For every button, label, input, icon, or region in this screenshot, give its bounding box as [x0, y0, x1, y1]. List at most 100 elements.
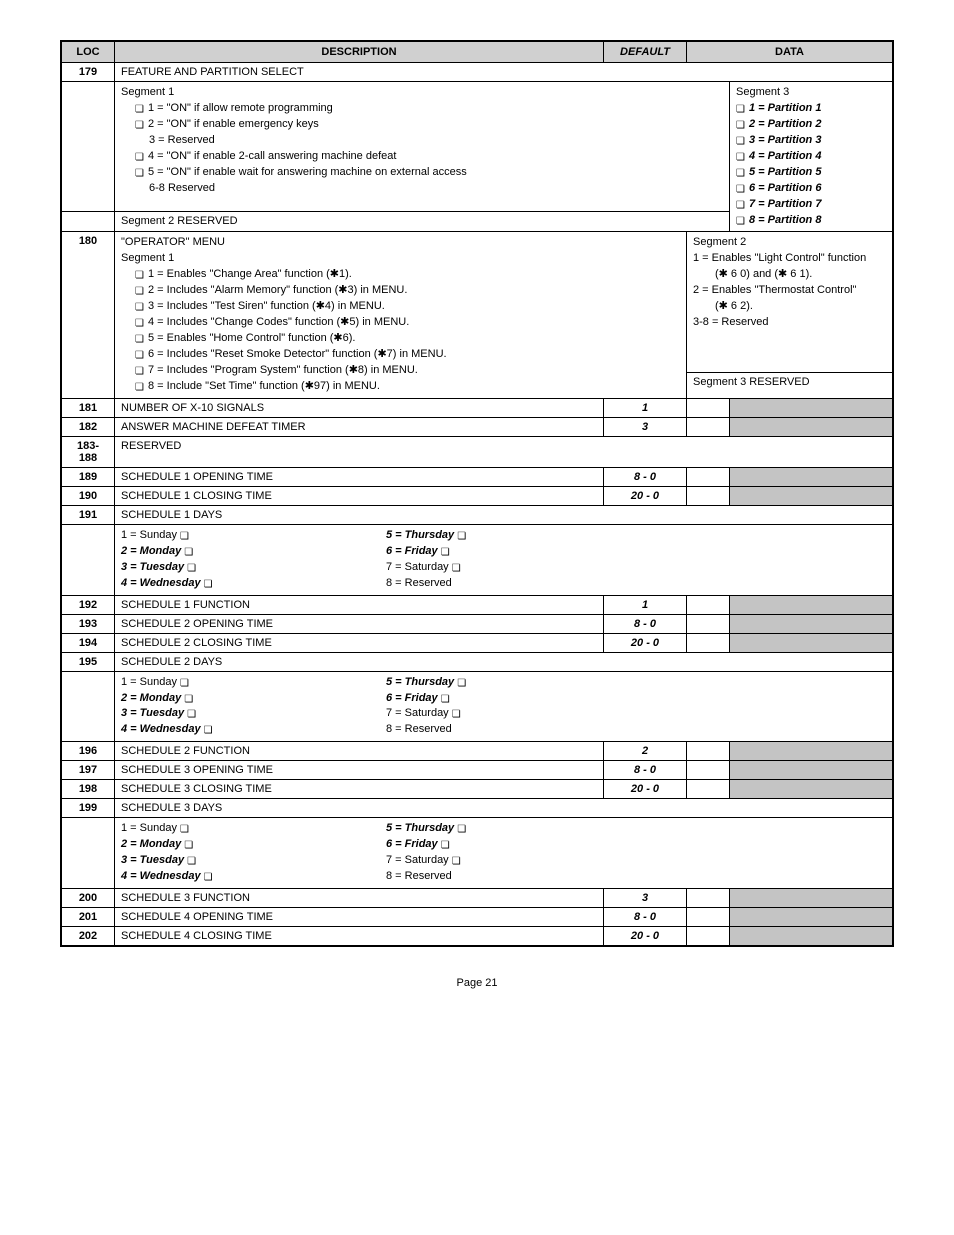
loc-200: 200	[61, 889, 115, 908]
default-201: 8 - 0	[604, 908, 687, 927]
hatched-cell	[730, 780, 894, 799]
loc-201: 201	[61, 908, 115, 927]
checkbox-icon	[736, 214, 745, 223]
loc-183-188: 183-188	[61, 436, 115, 467]
hatched-cell	[730, 417, 894, 436]
checkbox-icon	[457, 822, 466, 831]
desc-183-188: RESERVED	[115, 436, 894, 467]
checkbox-icon	[135, 380, 144, 389]
hatched-cell	[730, 761, 894, 780]
hatched-cell	[730, 614, 894, 633]
desc-202: SCHEDULE 4 CLOSING TIME	[115, 927, 604, 947]
seg2-180: Segment 2 1 = Enables "Light Control" fu…	[687, 232, 894, 372]
desc-191: SCHEDULE 1 DAYS	[115, 505, 894, 524]
checkbox-icon	[736, 118, 745, 127]
checkbox-icon	[204, 870, 213, 879]
checkbox-icon	[135, 284, 144, 293]
hatched-cell	[730, 927, 894, 947]
desc-194: SCHEDULE 2 CLOSING TIME	[115, 633, 604, 652]
checkbox-icon	[135, 348, 144, 357]
desc-200: SCHEDULE 3 FUNCTION	[115, 889, 604, 908]
seg1-180: "OPERATOR" MENU Segment 1 1 = Enables "C…	[115, 232, 687, 398]
default-198: 20 - 0	[604, 780, 687, 799]
default-194: 20 - 0	[604, 633, 687, 652]
checkbox-icon	[736, 166, 745, 175]
hatched-cell	[730, 595, 894, 614]
header-desc: DESCRIPTION	[115, 41, 604, 63]
desc-179-title: FEATURE AND PARTITION SELECT	[115, 63, 894, 82]
checkbox-icon	[204, 723, 213, 732]
checkbox-icon	[135, 316, 144, 325]
loc-192: 192	[61, 595, 115, 614]
header-loc: LOC	[61, 41, 115, 63]
loc-189: 189	[61, 467, 115, 486]
checkbox-icon	[736, 134, 745, 143]
seg2-label: Segment 2	[693, 235, 886, 251]
default-190: 20 - 0	[604, 486, 687, 505]
checkbox-icon	[135, 102, 144, 111]
desc-192: SCHEDULE 1 FUNCTION	[115, 595, 604, 614]
default-182: 3	[604, 417, 687, 436]
desc-196: SCHEDULE 2 FUNCTION	[115, 742, 604, 761]
checkbox-icon	[457, 529, 466, 538]
checkbox-icon	[135, 166, 144, 175]
default-181: 1	[604, 398, 687, 417]
loc-197: 197	[61, 761, 115, 780]
checkbox-icon	[135, 364, 144, 373]
loc-196: 196	[61, 742, 115, 761]
days-block-3: 1 = Sunday 2 = Monday 3 = Tuesday 4 = We…	[115, 818, 894, 889]
desc-180-title: "OPERATOR" MENU	[121, 235, 680, 251]
checkbox-icon	[736, 102, 745, 111]
header-default: DEFAULT	[604, 41, 687, 63]
loc-182: 182	[61, 417, 115, 436]
hatched-cell	[730, 742, 894, 761]
desc-189: SCHEDULE 1 OPENING TIME	[115, 467, 604, 486]
default-193: 8 - 0	[604, 614, 687, 633]
desc-195: SCHEDULE 2 DAYS	[115, 652, 894, 671]
days-block-1: 1 = Sunday 2 = Monday 3 = Tuesday 4 = We…	[115, 524, 894, 595]
seg1-label: Segment 1	[121, 85, 723, 101]
checkbox-icon	[736, 182, 745, 191]
header-data: DATA	[687, 41, 894, 63]
loc-180: 180	[61, 232, 115, 398]
loc-202: 202	[61, 927, 115, 947]
default-196: 2	[604, 742, 687, 761]
checkbox-icon	[135, 268, 144, 277]
desc-193: SCHEDULE 2 OPENING TIME	[115, 614, 604, 633]
seg2-179: Segment 2 RESERVED	[115, 211, 730, 232]
checkbox-icon	[187, 707, 196, 716]
checkbox-icon	[184, 692, 193, 701]
hatched-cell	[730, 398, 894, 417]
loc-195: 195	[61, 652, 115, 671]
seg1-179: Segment 1 1 = "ON" if allow remote progr…	[115, 82, 730, 212]
checkbox-icon	[135, 300, 144, 309]
checkbox-icon	[441, 838, 450, 847]
checkbox-icon	[736, 198, 745, 207]
seg3-180: Segment 3 RESERVED	[687, 372, 894, 398]
checkbox-icon	[187, 561, 196, 570]
loc-193: 193	[61, 614, 115, 633]
seg3-label: Segment 3	[736, 85, 886, 101]
loc-198: 198	[61, 780, 115, 799]
checkbox-icon	[184, 838, 193, 847]
checkbox-icon	[441, 692, 450, 701]
checkbox-icon	[187, 854, 196, 863]
programming-table: LOC DESCRIPTION DEFAULT DATA 179 FEATURE…	[60, 40, 894, 947]
checkbox-icon	[441, 545, 450, 554]
default-200: 3	[604, 889, 687, 908]
checkbox-icon	[452, 707, 461, 716]
hatched-cell	[730, 486, 894, 505]
checkbox-icon	[135, 118, 144, 127]
desc-190: SCHEDULE 1 CLOSING TIME	[115, 486, 604, 505]
hatched-cell	[730, 908, 894, 927]
checkbox-icon	[204, 577, 213, 586]
checkbox-icon	[135, 150, 144, 159]
checkbox-icon	[457, 676, 466, 685]
desc-197: SCHEDULE 3 OPENING TIME	[115, 761, 604, 780]
loc-181: 181	[61, 398, 115, 417]
desc-198: SCHEDULE 3 CLOSING TIME	[115, 780, 604, 799]
loc-191: 191	[61, 505, 115, 524]
default-192: 1	[604, 595, 687, 614]
checkbox-icon	[180, 676, 189, 685]
desc-199: SCHEDULE 3 DAYS	[115, 799, 894, 818]
